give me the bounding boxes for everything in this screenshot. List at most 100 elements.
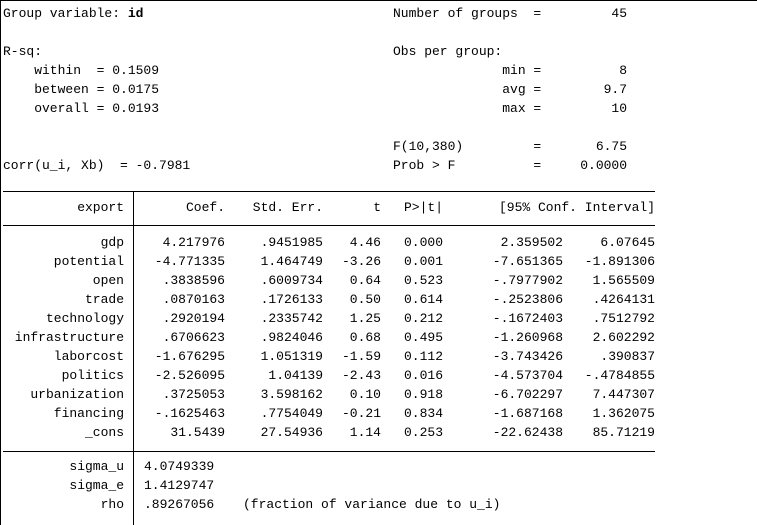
t-header: t xyxy=(373,200,381,215)
pvalue-header: P>|t| xyxy=(403,200,443,215)
var-name: urbanization xyxy=(30,387,124,402)
ci-lower: -1.687168 xyxy=(492,406,563,421)
rsq-within-line: within = 0.1509 min = 8 xyxy=(3,61,757,80)
var-name: infrastructure xyxy=(14,330,124,345)
t-value: -2.43 xyxy=(341,368,381,383)
row-trade: trade .0870163 .1726133 0.50 0.614 -.252… xyxy=(3,290,655,309)
coef-header: Coef. xyxy=(185,200,225,215)
ci-lower: -.7977902 xyxy=(492,273,563,288)
rsq-between: between = 0.0175 xyxy=(3,82,160,97)
stat-name: rho xyxy=(100,497,124,512)
model-summary: Group variable: id Number of groups = 45 … xyxy=(3,4,757,175)
row-technology: technology .2920194 .2335742 1.25 0.212 … xyxy=(3,309,655,328)
rsq-label: R-sq: xyxy=(3,44,43,59)
var-name: financing xyxy=(53,406,124,421)
row-open: open .3838596 .6009734 0.64 0.523 -.7977… xyxy=(3,271,655,290)
stat-value: .89267056 xyxy=(144,497,215,512)
regression-table: export Coef. Std. Err. t P>|t| [95% Conf… xyxy=(3,191,655,525)
prob-f: Prob > F = 0.0000 xyxy=(393,158,628,173)
rsq-between-line: between = 0.0175 avg = 9.7 xyxy=(3,80,757,99)
row-laborcost: laborcost -1.676295 1.051319 -1.59 0.112… xyxy=(3,347,655,366)
coef-value: 4.217976 xyxy=(162,235,225,250)
stderr-value: 1.04139 xyxy=(268,368,323,383)
p-value: 0.918 xyxy=(403,387,443,402)
variance-components: sigma_u 4.0749339 sigma_e 1.4129747 rho … xyxy=(3,452,655,525)
table-body: gdp 4.217976 .9451985 4.46 0.000 2.35950… xyxy=(3,226,655,452)
t-value: 1.14 xyxy=(349,425,381,440)
p-value: 0.001 xyxy=(403,254,443,269)
table-vertical-rule xyxy=(133,192,134,525)
coef-value: .2920194 xyxy=(162,311,225,326)
corr-prob-line: corr(u_i, Xb) = -0.7981 Prob > F = 0.0000 xyxy=(3,156,757,175)
ci-lower: -.2523806 xyxy=(492,292,563,307)
stat-note xyxy=(243,457,655,476)
p-value: 0.000 xyxy=(403,235,443,250)
coef-value: .6706623 xyxy=(162,330,225,345)
p-value: 0.016 xyxy=(403,368,443,383)
stat-value: 4.0749339 xyxy=(144,459,215,474)
coef-value: .3725053 xyxy=(162,387,225,402)
stderr-value: .9824046 xyxy=(260,330,323,345)
row-infrastructure: infrastructure .6706623 .9824046 0.68 0.… xyxy=(3,328,655,347)
stat-name: sigma_u xyxy=(69,459,124,474)
p-value: 0.523 xyxy=(403,273,443,288)
f-stat-line: F(10,380) = 6.75 xyxy=(3,137,757,156)
row-rho: rho .89267056 (fraction of variance due … xyxy=(3,495,655,514)
stderr-value: 27.54936 xyxy=(260,425,323,440)
row-sigma-e: sigma_e 1.4129747 xyxy=(3,476,655,495)
var-name: open xyxy=(92,273,124,288)
coef-value: .3838596 xyxy=(162,273,225,288)
table-header-row: export Coef. Std. Err. t P>|t| [95% Conf… xyxy=(3,198,655,217)
ci-lower: -4.573704 xyxy=(492,368,563,383)
row-urbanization: urbanization .3725053 3.598162 0.10 0.91… xyxy=(3,385,655,404)
ci-upper: -1.891306 xyxy=(584,254,655,269)
p-value: 0.614 xyxy=(403,292,443,307)
ci-upper: 1.362075 xyxy=(592,406,655,421)
row-cons: _cons 31.5439 27.54936 1.14 0.253 -22.62… xyxy=(3,423,655,442)
ci-upper: 6.07645 xyxy=(600,235,655,250)
depvar-header: export xyxy=(77,200,124,215)
var-name: laborcost xyxy=(53,349,124,364)
stderr-header: Std. Err. xyxy=(252,200,323,215)
p-value: 0.212 xyxy=(403,311,443,326)
t-value: -0.21 xyxy=(341,406,381,421)
stat-name: sigma_e xyxy=(69,478,124,493)
row-sigma-u: sigma_u 4.0749339 xyxy=(3,457,655,476)
ci-lower: -6.702297 xyxy=(492,387,563,402)
p-value: 0.253 xyxy=(403,425,443,440)
var-name: technology xyxy=(45,311,124,326)
group-variable-value: id xyxy=(127,6,144,21)
ci-upper: 7.447307 xyxy=(592,387,655,402)
ci-upper: .4264131 xyxy=(592,292,655,307)
t-value: 1.25 xyxy=(349,311,381,326)
coef-value: -.1625463 xyxy=(154,406,225,421)
stat-note: (fraction of variance due to u_i) xyxy=(243,497,501,512)
ci-upper: -.4784855 xyxy=(584,368,655,383)
stderr-value: 3.598162 xyxy=(260,387,323,402)
p-value: 0.112 xyxy=(403,349,443,364)
stderr-value: 1.051319 xyxy=(260,349,323,364)
group-variable-label: Group variable: xyxy=(3,6,128,21)
row-potential: potential -4.771335 1.464749 -3.26 0.001… xyxy=(3,252,655,271)
ci-header: [95% Conf. Interval] xyxy=(498,200,655,215)
rsq-within: within = 0.1509 xyxy=(3,63,160,78)
rsq-overall-line: overall = 0.0193 max = 10 xyxy=(3,99,757,118)
obs-min: min = 8 xyxy=(393,63,628,78)
obs-per-group-label: Obs per group: xyxy=(393,44,503,59)
table-header: export Coef. Std. Err. t P>|t| [95% Conf… xyxy=(3,192,655,226)
stderr-value: .7754049 xyxy=(260,406,323,421)
stat-value: 1.4129747 xyxy=(144,478,215,493)
stderr-value: .2335742 xyxy=(260,311,323,326)
t-value: -1.59 xyxy=(341,349,381,364)
number-of-groups: Number of groups = 45 xyxy=(393,6,628,21)
coef-value: -1.676295 xyxy=(154,349,225,364)
t-value: 0.10 xyxy=(349,387,381,402)
ci-upper: .7512792 xyxy=(592,311,655,326)
spacer-line xyxy=(3,118,757,137)
ci-lower: 2.359502 xyxy=(500,235,563,250)
ci-lower: -22.62438 xyxy=(492,425,563,440)
p-value: 0.834 xyxy=(403,406,443,421)
stderr-value: .6009734 xyxy=(260,273,323,288)
p-value: 0.495 xyxy=(403,330,443,345)
